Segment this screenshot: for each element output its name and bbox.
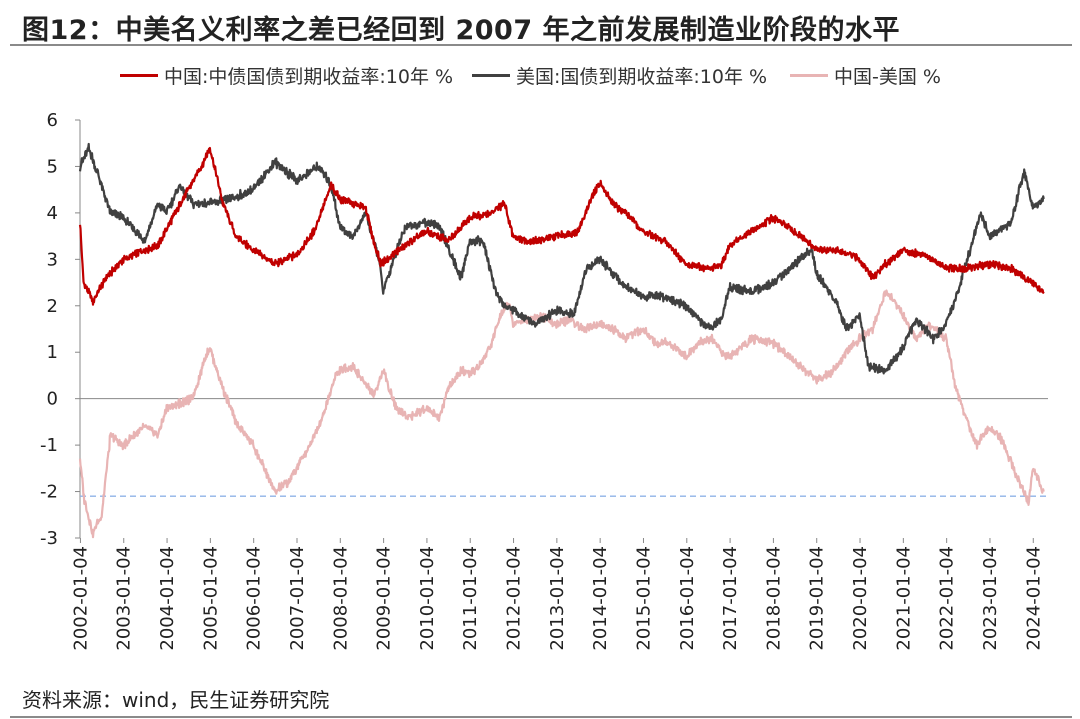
y-tick-label: 1	[47, 342, 58, 363]
legend-label-diff: 中国-美国 %	[834, 66, 941, 88]
x-tick-label: 2009-01-04	[374, 546, 395, 651]
y-tick-label: -2	[40, 482, 58, 503]
legend-item-cn: 中国:中债国债到期收益率:10年 %	[120, 62, 453, 89]
bottom-divider	[10, 716, 1072, 718]
x-tick-label: 2018-01-04	[763, 546, 784, 651]
line-chart: 6 5 4 3 2 1 0 -1 -2 -3 2002-01-04 2003-01-04 2004-01…	[40, 110, 1048, 651]
x-tick-label: 2003-01-04	[114, 546, 135, 651]
legend-swatch-us	[472, 74, 510, 77]
x-tick-label: 2020-01-04	[850, 546, 871, 651]
x-tick-label: 2021-01-04	[893, 546, 914, 651]
y-tick-label: 6	[47, 110, 58, 131]
legend-item-us: 美国:国债到期收益率:10年 %	[472, 62, 767, 89]
title-divider	[10, 44, 1072, 46]
legend-label-cn: 中国:中债国债到期收益率:10年 %	[164, 66, 454, 88]
legend-swatch-diff	[790, 74, 828, 77]
y-tick-label: -3	[40, 528, 58, 549]
x-tick-label: 2010-01-04	[417, 546, 438, 651]
y-tick-label: -1	[40, 435, 58, 456]
y-tick-label: 4	[47, 203, 58, 224]
y-tick-label: 3	[47, 249, 58, 270]
x-tick-label: 2013-01-04	[547, 546, 568, 651]
x-tick-label: 2014-01-04	[590, 546, 611, 651]
x-tick-label: 2008-01-04	[330, 546, 351, 651]
legend-label-us: 美国:国债到期收益率:10年 %	[516, 66, 768, 88]
x-tick-label: 2017-01-04	[720, 546, 741, 651]
series-line-us	[78, 142, 1045, 375]
chart-title: 图12：中美名义利率之差已经回到 2007 年之前发展制造业阶段的水平	[22, 15, 901, 46]
x-tick-label: 2015-01-04	[633, 546, 654, 651]
y-tick-label: 0	[47, 389, 58, 410]
x-tick-label: 2019-01-04	[807, 546, 828, 651]
x-tick-label: 2023-01-04	[980, 546, 1001, 651]
x-tick-label: 2012-01-04	[504, 546, 525, 651]
x-tick-label: 2002-01-04	[70, 546, 91, 651]
series-line-cn	[78, 146, 1045, 306]
x-tick-label: 2016-01-04	[677, 546, 698, 651]
x-tick-label: 2024-01-04	[1023, 546, 1044, 651]
y-tick-label: 2	[47, 296, 58, 317]
x-tick-label: 2004-01-04	[157, 546, 178, 651]
chart-legend: 中国:中债国债到期收益率:10年 % 美国:国债到期收益率:10年 % 中国-美…	[0, 62, 1080, 90]
x-tick-label: 2022-01-04	[937, 546, 958, 651]
x-tick-label: 2005-01-04	[200, 546, 221, 651]
x-tick-label: 2011-01-04	[460, 546, 481, 651]
x-tick-label: 2007-01-04	[287, 546, 308, 651]
x-tick-label: 2006-01-04	[244, 546, 265, 651]
legend-item-diff: 中国-美国 %	[790, 62, 941, 89]
series-line-diff	[78, 289, 1045, 539]
y-tick-label: 5	[47, 156, 58, 177]
legend-swatch-cn	[120, 74, 158, 77]
source-note: 资料来源：wind，民生证券研究院	[22, 688, 330, 712]
